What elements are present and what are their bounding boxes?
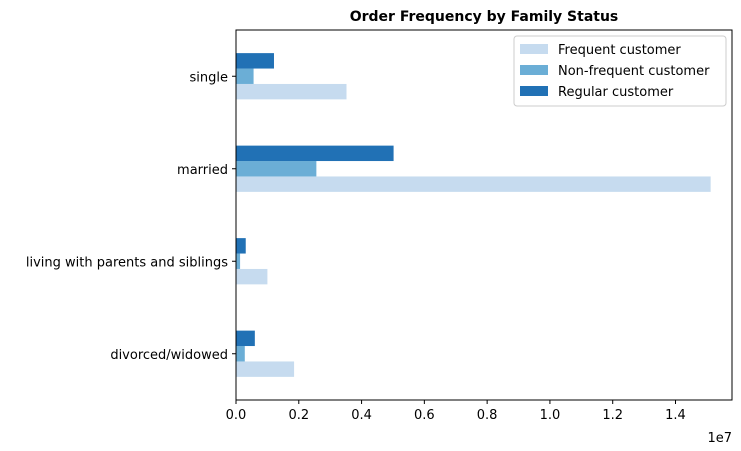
x-axis-ticks: 0.0 0.2 0.4 0.6 0.8 1.0 1.2 1.4 <box>226 400 686 423</box>
y-tick-label: married <box>177 163 228 178</box>
bar-non-frequent-customer-divorced-widowed <box>236 346 245 362</box>
bar-frequent-customer-divorced-widowed <box>236 361 295 377</box>
x-tick-label: 1.0 <box>540 408 561 423</box>
bar-frequent-customer-married <box>236 176 711 192</box>
legend-label: Non-frequent customer <box>558 64 710 79</box>
legend: Frequent customer Non-frequent customer Re… <box>513 35 727 107</box>
bar-non-frequent-customer-single <box>236 68 254 84</box>
bar-regular-customer-divorced-widowed <box>236 330 255 347</box>
x-tick-label: 1.2 <box>602 408 623 423</box>
legend-box <box>513 35 727 107</box>
x-tick-label: 0.4 <box>351 408 372 423</box>
x-tick-label: 0.8 <box>477 408 498 423</box>
legend-label: Regular customer <box>558 85 674 100</box>
y-axis-ticks: divorced/widowed living with parents and … <box>26 70 236 363</box>
x-axis-offset-label: 1e7 <box>707 431 732 446</box>
y-tick-label: divorced/widowed <box>110 348 228 363</box>
y-tick-label: single <box>190 70 229 85</box>
bar-frequent-customer-living-with-parents-and-siblings <box>236 268 268 285</box>
x-tick-label: 1.4 <box>665 408 686 423</box>
chart-title: Order Frequency by Family Status <box>350 9 619 25</box>
x-tick-label: 0.2 <box>288 408 309 423</box>
bar-non-frequent-customer-living-with-parents-and-siblings <box>236 253 241 269</box>
plot-frame <box>235 29 733 401</box>
x-tick-label: 0.6 <box>414 408 435 423</box>
y-tick-label: living with parents and siblings <box>26 255 228 270</box>
legend-label: Frequent customer <box>558 43 681 58</box>
legend-swatch <box>520 86 548 96</box>
bar-regular-customer-living-with-parents-and-siblings <box>236 238 246 254</box>
bar-non-frequent-customer-married <box>236 161 317 177</box>
bar-frequent-customer-single <box>236 83 347 100</box>
bars <box>236 53 711 377</box>
x-tick-label: 0.0 <box>226 408 247 423</box>
legend-swatch <box>520 44 548 54</box>
legend-swatch <box>520 65 548 75</box>
bar-regular-customer-single <box>236 53 274 69</box>
bar-regular-customer-married <box>236 145 394 162</box>
